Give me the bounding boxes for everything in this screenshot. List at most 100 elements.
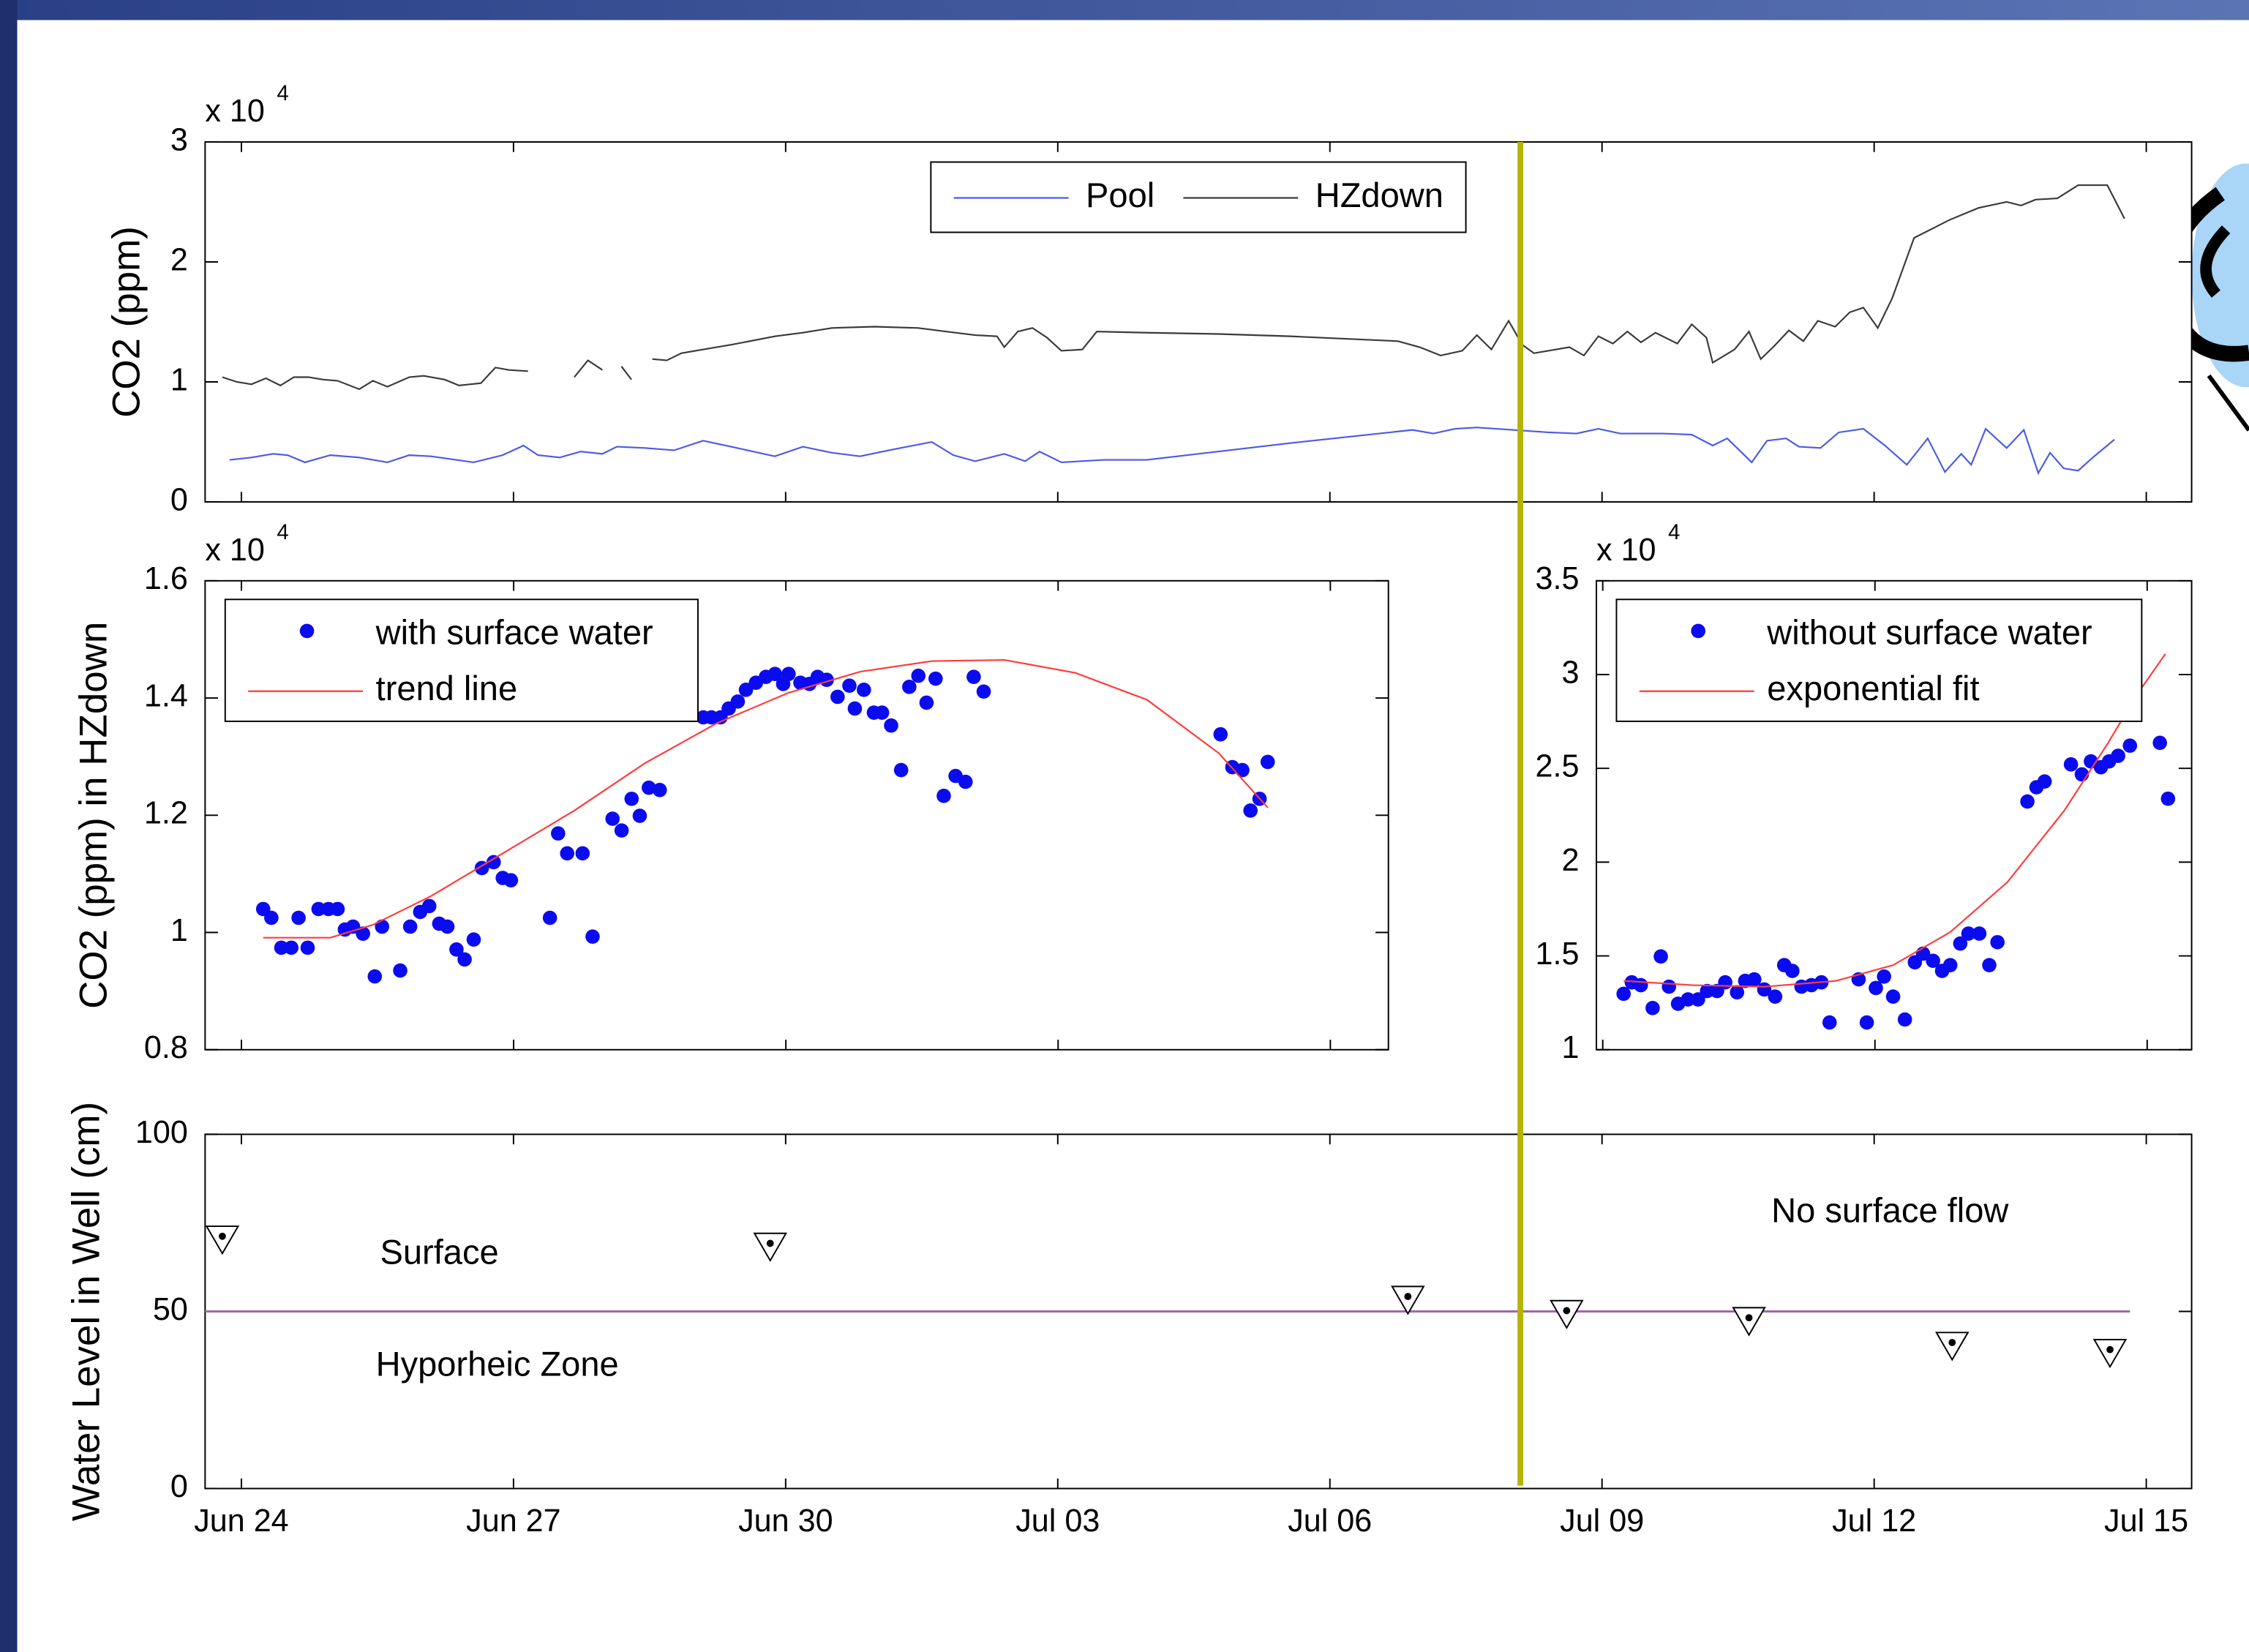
data-point [551, 826, 566, 841]
data-point [2020, 795, 2035, 809]
legend-marker [1691, 624, 1705, 639]
data-point [1785, 964, 1800, 978]
data-point [1877, 969, 1891, 984]
y-tick-label: 2 [1561, 843, 1579, 878]
data-point [1261, 755, 1275, 770]
data-point [653, 783, 667, 797]
legend-label: HZdown [1315, 176, 1443, 214]
data-point [920, 696, 934, 710]
data-point [1634, 978, 1648, 993]
data-point [367, 969, 382, 984]
left-band [0, 0, 18, 1652]
page: {"chart_data": [ {"type": "line", "y_lab… [0, 0, 2249, 1652]
data-point [2064, 757, 2079, 772]
y-scale-label: x 10 [1596, 533, 1656, 568]
data-point [440, 920, 455, 934]
data-point [2111, 748, 2125, 763]
data-point [857, 683, 871, 697]
y-tick-label: 2.5 [1536, 749, 1580, 784]
y-tick-label: 1.6 [144, 561, 188, 596]
legend-label: Pool [1086, 176, 1154, 214]
figure: 0123x 104CO2 (ppm)PoolHZdown0.811.21.41.… [0, 0, 2249, 1652]
data-point [1718, 975, 1732, 990]
data-point [393, 964, 408, 978]
data-point [1972, 926, 1987, 941]
data-point [875, 705, 890, 720]
y-scale-exponent: 4 [1668, 520, 1680, 544]
y-tick-label: 3 [1561, 655, 1579, 690]
data-point [2161, 792, 2176, 806]
data-point [624, 792, 639, 806]
data-point [504, 873, 519, 887]
y-tick-label: 0 [170, 1469, 188, 1504]
data-point [911, 669, 925, 683]
y-tick-label: 0 [170, 482, 188, 517]
data-point [2122, 738, 2137, 753]
data-point [1243, 803, 1258, 818]
x-tick-label: Jul 03 [1015, 1503, 1100, 1539]
data-point [633, 808, 647, 823]
data-point [1822, 1015, 1837, 1030]
legend-label: trend line [376, 669, 518, 707]
level-dot [1563, 1307, 1570, 1315]
data-point [1662, 980, 1676, 994]
data-point [830, 690, 845, 705]
data-point [301, 941, 315, 955]
data-point [958, 775, 973, 789]
level-dot [219, 1233, 226, 1240]
data-point [731, 694, 746, 709]
y-axis-label: Water Level in Well (cm) [65, 1102, 108, 1521]
data-point [1235, 763, 1250, 778]
y-tick-label: 0.8 [144, 1030, 188, 1065]
x-tick-label: Jun 27 [466, 1503, 560, 1539]
data-point [615, 823, 629, 838]
y-tick-label: 1 [170, 913, 188, 948]
x-tick-label: Jul 06 [1288, 1503, 1372, 1539]
y-tick-label: 1 [1561, 1030, 1579, 1065]
data-point [543, 911, 557, 926]
data-point [928, 672, 943, 686]
y-scale-label: x 10 [205, 533, 264, 568]
data-point [375, 920, 389, 934]
data-point [1768, 989, 1783, 1004]
level-dot [767, 1240, 774, 1247]
data-point [936, 789, 951, 803]
data-point [576, 846, 590, 861]
data-point [403, 920, 418, 934]
data-point [781, 667, 796, 681]
legend: Pool HZdown [931, 162, 1465, 232]
y-axis-label: CO2 (ppm) in HZdown [72, 622, 115, 1009]
data-point [884, 718, 898, 733]
level-dot [1404, 1293, 1411, 1300]
data-point [422, 899, 437, 914]
data-point [1886, 989, 1901, 1004]
data-point [457, 953, 472, 967]
data-point [1213, 727, 1228, 742]
data-point [977, 684, 991, 699]
data-point [1653, 950, 1668, 964]
data-point [605, 811, 620, 826]
y-tick-label: 1.5 [1536, 936, 1580, 972]
x-tick-label: Jul 15 [2104, 1503, 2188, 1539]
data-point [585, 929, 600, 944]
data-point [966, 669, 981, 684]
data-point [1990, 935, 2005, 950]
data-point [1860, 1015, 1874, 1030]
annotation: Surface [380, 1232, 499, 1271]
data-point [848, 702, 863, 716]
data-point [902, 680, 917, 694]
y-axis-label: CO2 (ppm) [105, 226, 148, 418]
plot: 0.811.21.41.6x 104CO2 (ppm) in HZdownwit… [72, 520, 1388, 1065]
y-tick-label: 1.2 [144, 796, 188, 831]
y-tick-label: 50 [153, 1292, 188, 1327]
y-scale-exponent: 4 [277, 81, 288, 105]
level-dot [1948, 1339, 1956, 1346]
data-point [560, 846, 574, 861]
data-point [1645, 1001, 1660, 1015]
